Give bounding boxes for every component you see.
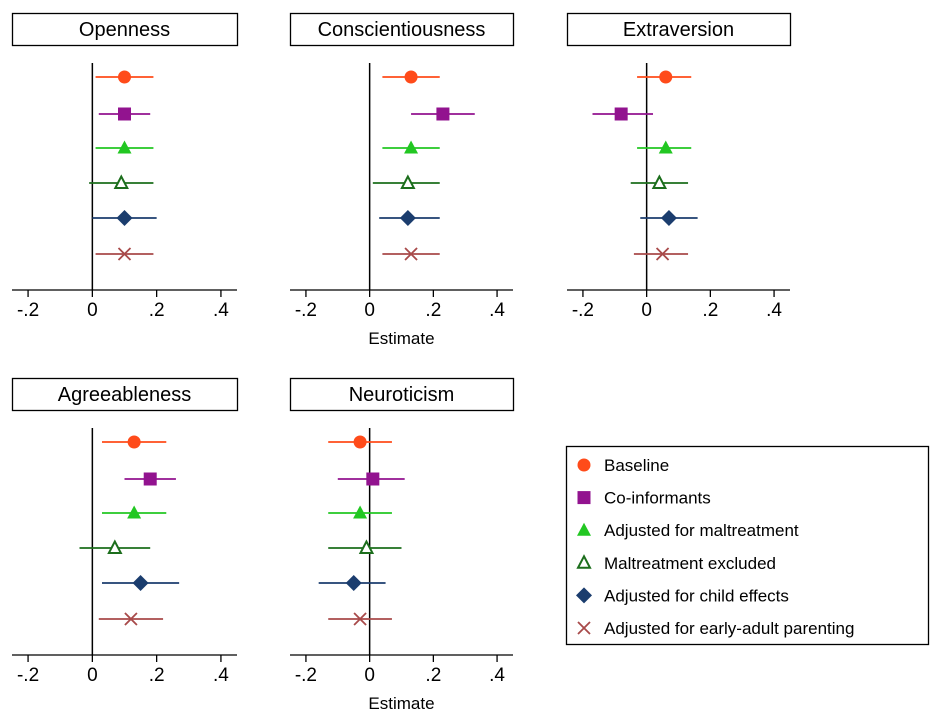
point-neuroticism-maltreatment-excluded [358,539,375,554]
legend-marker-baseline [577,458,591,472]
x-tick-label: 0 [87,665,98,686]
legend-label: Adjusted for maltreatment [604,521,799,540]
panel-agreeableness: Agreeableness -.2 0 .2 .4 [11,377,239,686]
legend-marker-adjusted-for-child-effects [576,587,592,604]
legend-label: Adjusted for child effects [604,586,789,605]
x-tick-label: .2 [425,300,441,321]
x-tick-label: .2 [149,665,165,686]
x-tick-label: .4 [766,300,782,321]
point-openness-adjusted-for-child-effects [116,210,133,226]
panel-title: Agreeableness [58,384,191,406]
point-extraversion-baseline [659,70,673,84]
legend-marker-co-informants [577,491,591,505]
x-tick-label: .4 [489,665,505,686]
panel-title-box [11,377,239,412]
legend-item-adjusted-for-child-effects: Adjusted for child effects [576,586,789,605]
legend-label: Co-informants [604,489,711,508]
point-agreeableness-adjusted-for-maltreatment [127,505,142,519]
panel-neuroticism: Neuroticism -.2 0 .2 .4 Estimate [289,377,515,713]
legend-item-maltreatment-excluded: Maltreatment excluded [576,554,776,573]
x-axis-title: Estimate [368,694,434,713]
point-conscientiousness-maltreatment-excluded [400,174,416,189]
legend-box [565,445,930,646]
legend: Baseline Co-informants Adjusted for maltre… [565,445,930,646]
point-conscientiousness-baseline [404,70,418,84]
point-neuroticism-co-informants [366,472,380,486]
x-tick-label: -.2 [17,665,39,686]
panel-conscientiousness: Conscientiousness -.2 0 .2 .4 Estimate [289,12,515,348]
legend-item-baseline: Baseline [577,456,669,475]
point-openness-adjusted-for-maltreatment [117,140,132,154]
x-tick-label: .2 [149,300,165,321]
point-neuroticism-adjusted-for-early-adult-parenting [353,612,367,626]
legend-label: Baseline [604,456,669,475]
point-agreeableness-maltreatment-excluded [107,539,123,554]
legend-item-adjusted-for-early-adult-parenting: Adjusted for early-adult parenting [577,619,854,638]
panel-title: Openness [79,19,170,41]
x-tick-label: .4 [213,300,229,321]
panel-openness: Openness -.2 0 .2 .4 [11,12,239,321]
point-openness-co-informants [118,107,131,121]
x-tick-label: .4 [213,665,229,686]
point-agreeableness-co-informants [143,472,157,486]
legend-marker-maltreatment-excluded [576,554,592,569]
x-tick-label: .2 [702,300,718,321]
panel-title-box [566,12,792,47]
point-conscientiousness-adjusted-for-child-effects [399,210,416,226]
point-agreeableness-baseline [127,435,141,449]
x-tick-label: .2 [425,665,441,686]
x-axis-title: Estimate [368,329,434,348]
legend-item-adjusted-for-maltreatment: Adjusted for maltreatment [577,521,799,540]
point-openness-maltreatment-excluded [113,174,129,189]
panel-title-box [289,12,515,47]
point-extraversion-adjusted-for-early-adult-parenting [655,247,670,261]
legend-label: Adjusted for early-adult parenting [604,619,854,638]
legend-marker-adjusted-for-early-adult-parenting [577,621,591,635]
x-tick-label: -.2 [295,665,317,686]
point-extraversion-adjusted-for-child-effects [660,210,677,226]
x-tick-label: .4 [489,300,505,321]
panel-title: Conscientiousness [318,19,486,41]
panel-extraversion: Extraversion -.2 0 .2 .4 [566,12,792,321]
point-conscientiousness-adjusted-for-maltreatment [404,140,419,154]
point-conscientiousness-adjusted-for-early-adult-parenting [404,247,418,261]
x-tick-label: -.2 [17,300,39,321]
point-agreeableness-adjusted-for-child-effects [132,575,149,591]
legend-marker-adjusted-for-maltreatment [577,522,591,536]
legend-label: Maltreatment excluded [604,554,776,573]
point-agreeableness-adjusted-for-early-adult-parenting [124,612,138,626]
panel-title: Extraversion [623,19,734,41]
x-tick-label: 0 [87,300,98,321]
x-tick-label: 0 [364,665,375,686]
point-conscientiousness-co-informants [436,107,450,121]
panel-title: Neuroticism [349,384,455,406]
point-extraversion-maltreatment-excluded [651,174,668,189]
point-openness-baseline [118,70,131,84]
x-tick-label: 0 [641,300,652,321]
point-openness-adjusted-for-early-adult-parenting [117,247,132,261]
panel-title-box [11,12,239,47]
panel-title-box [289,377,515,412]
point-extraversion-adjusted-for-maltreatment [658,140,673,154]
legend-item-co-informants: Co-informants [577,489,711,508]
x-tick-label: -.2 [295,300,317,321]
x-tick-label: 0 [364,300,375,321]
point-extraversion-co-informants [614,107,628,121]
point-neuroticism-adjusted-for-maltreatment [353,505,368,519]
point-neuroticism-baseline [353,435,367,449]
x-tick-label: -.2 [572,300,594,321]
point-neuroticism-adjusted-for-child-effects [345,575,362,591]
